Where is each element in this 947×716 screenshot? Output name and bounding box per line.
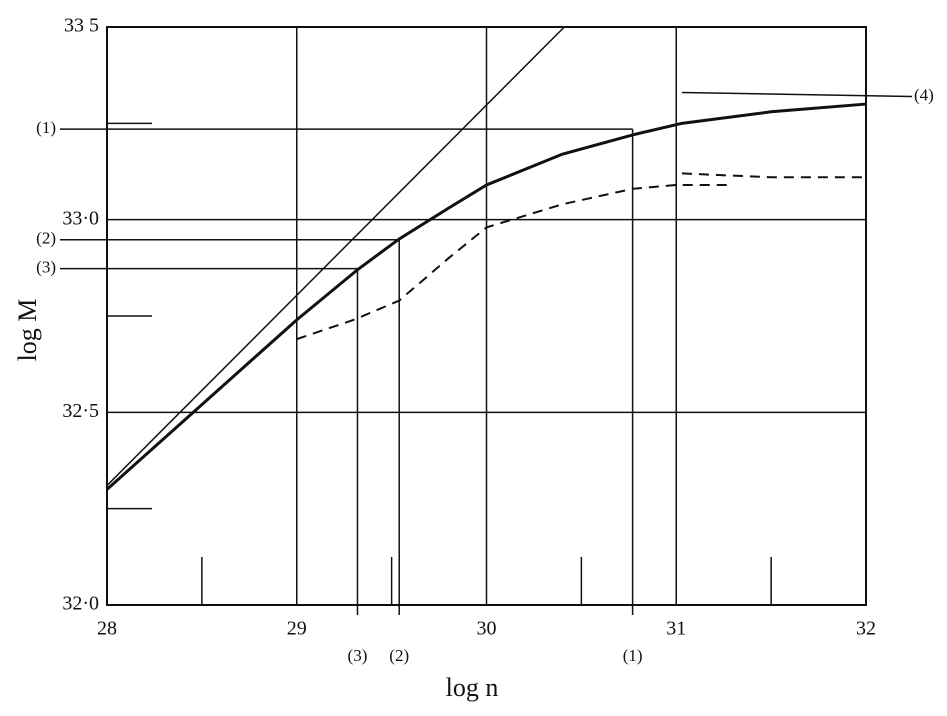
marker-horizontal [681, 91, 913, 98]
curve [681, 172, 866, 179]
x-axis-label: log n [446, 673, 499, 702]
curve [106, 26, 565, 487]
x-tick-label: 30 [477, 618, 497, 640]
y-axis-label: log M [13, 299, 42, 362]
marker-label: (2) [36, 229, 56, 248]
marker-label: (3) [36, 258, 56, 277]
marker-label: (2) [389, 646, 409, 665]
marker-label: (1) [36, 118, 56, 137]
curve [296, 183, 730, 341]
y-tick-label: 33 5 [64, 15, 99, 37]
marker-label: (4) [914, 85, 934, 104]
x-tick-label: 31 [666, 618, 686, 640]
x-tick-label: 28 [97, 618, 117, 640]
y-tick-label: 33·0 [62, 207, 99, 229]
curve [106, 102, 867, 491]
marker-label: (1) [623, 646, 643, 665]
x-tick-label: 32 [856, 618, 876, 640]
x-tick-label: 29 [287, 618, 307, 640]
y-tick-label: 32·0 [62, 593, 99, 615]
marker-label: (3) [348, 646, 368, 665]
y-tick-label: 32·5 [62, 400, 99, 422]
